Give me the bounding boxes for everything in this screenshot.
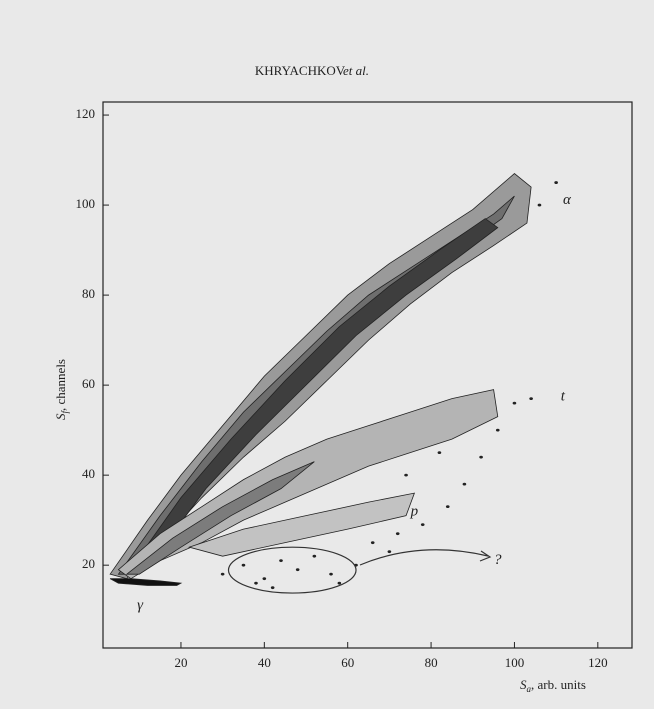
scatter-point — [445, 505, 450, 509]
scatter-point — [312, 554, 317, 558]
y-tick-label: 100 — [76, 196, 96, 211]
arrow — [359, 549, 489, 566]
contour-region — [117, 389, 499, 580]
x-tick-label: 40 — [258, 655, 271, 670]
x-tick-label: 100 — [505, 655, 525, 670]
x-tick-label: 80 — [425, 655, 438, 670]
scatter-point — [495, 428, 500, 432]
scatter-point — [279, 559, 283, 563]
scatter-point — [529, 397, 533, 401]
x-tick-label: 60 — [341, 655, 354, 670]
scatter-point — [462, 482, 467, 486]
scatter-point — [537, 203, 542, 207]
contour-region — [109, 578, 183, 586]
scatter-point — [254, 581, 258, 585]
contour-region — [125, 461, 315, 575]
scatter-point — [262, 577, 267, 581]
annotation: ? — [494, 552, 502, 568]
x-axis-label: Sa, arb. units — [520, 677, 586, 694]
annotation: α — [563, 192, 572, 208]
header-etal: et al. — [343, 63, 369, 78]
scatter-point — [270, 586, 275, 590]
scatter-point — [512, 401, 517, 405]
header-authors: KHRYACHKOV — [255, 63, 346, 78]
scatter-point — [395, 532, 400, 536]
x-tick-label: 120 — [588, 655, 608, 670]
scatter-point — [420, 523, 425, 527]
scatter-point — [370, 541, 375, 545]
contour-region — [187, 492, 416, 557]
y-tick-label: 40 — [82, 466, 95, 481]
annotation: γ — [137, 598, 144, 614]
scatter-point — [479, 455, 483, 459]
arrow-head — [479, 550, 492, 562]
scatter-point — [554, 181, 558, 184]
y-tick-label: 80 — [82, 286, 95, 301]
scatter-point — [337, 581, 342, 585]
y-tick-label: 120 — [76, 106, 96, 121]
plot-frame — [102, 101, 633, 649]
scatter-point — [295, 568, 300, 572]
highlight-ellipse — [227, 546, 357, 594]
scatter-point — [387, 550, 392, 554]
scatter-point — [437, 451, 442, 455]
x-tick-label: 20 — [174, 655, 187, 670]
annotation: p — [410, 504, 419, 520]
scatter-point — [241, 563, 246, 567]
y-axis-label: Sf, channels — [53, 359, 70, 420]
y-tick-label: 20 — [82, 556, 95, 571]
scatter-point — [220, 572, 225, 576]
scatter-point — [404, 473, 408, 477]
annotation: t — [561, 389, 566, 405]
scatter-point — [329, 572, 333, 576]
y-tick-label: 60 — [82, 376, 95, 391]
